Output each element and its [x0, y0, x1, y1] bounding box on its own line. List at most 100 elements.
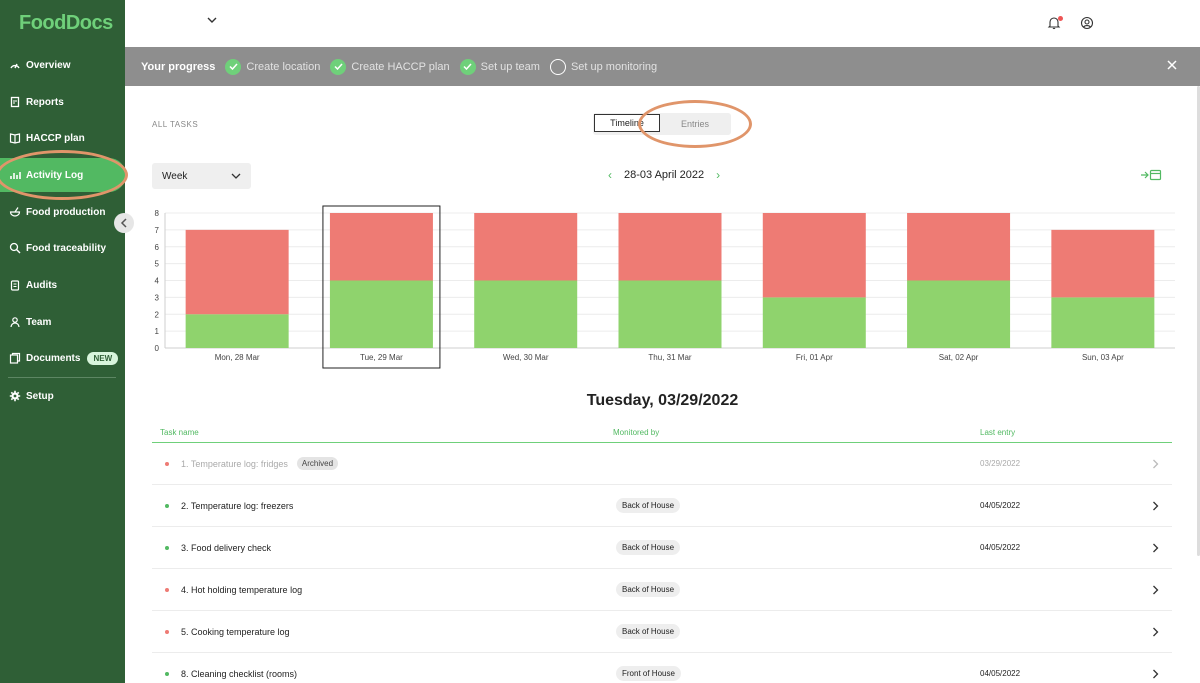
progress-step-label: Set up team: [480, 60, 540, 73]
clipboard-icon: [9, 279, 21, 291]
chevron-left-icon: [120, 218, 127, 228]
bar-segment[interactable]: [762, 213, 866, 298]
task-name-text: 1. Temperature log: fridges: [181, 458, 288, 469]
app-logo[interactable]: FoodDocs: [19, 12, 113, 34]
task-name-text: 4. Hot holding temperature log: [181, 584, 303, 595]
chevron-right-icon[interactable]: [1152, 543, 1159, 553]
y-tick-label: 5: [155, 260, 160, 269]
table-row[interactable]: 3. Food delivery check Back of House 04/05…: [152, 527, 1172, 569]
view-toggle: Timeline Entries: [593, 113, 731, 135]
x-tick-label: Fri, 01 Apr: [796, 353, 833, 362]
progress-step[interactable]: Create location: [225, 58, 321, 75]
sidebar-item-label: Team: [26, 316, 52, 328]
sidebar-item-label: Documents: [26, 352, 81, 364]
close-icon[interactable]: [1166, 59, 1178, 71]
next-week-button[interactable]: ›: [716, 168, 721, 182]
sidebar-item-label: Audits: [26, 279, 58, 291]
progress-step-label: Set up monitoring: [570, 60, 658, 73]
task-name-text: 3. Food delivery check: [181, 542, 272, 553]
table-row[interactable]: 8. Cleaning checklist (rooms) Front of Ho…: [152, 653, 1172, 683]
progress-step[interactable]: Create HACCP plan: [330, 58, 450, 75]
chevron-right-icon[interactable]: [1152, 627, 1159, 637]
sidebar-item-label: Activity Log: [26, 169, 84, 181]
bar-segment[interactable]: [474, 280, 578, 349]
sidebar-item-label: Reports: [26, 96, 64, 108]
table-row[interactable]: 1. Temperature log: fridges Archived 03/29…: [152, 443, 1172, 485]
bar-segment[interactable]: [329, 213, 433, 281]
bar-segment[interactable]: [1051, 229, 1155, 298]
gear-icon: [9, 390, 21, 402]
collapse-sidebar-button[interactable]: [114, 213, 134, 233]
sidebar-item-audits[interactable]: Audits: [0, 268, 125, 302]
sidebar-item-label: Overview: [26, 59, 71, 71]
period-select-value: Week: [162, 170, 188, 182]
progress-step[interactable]: Set up team: [459, 58, 540, 75]
bar-segment[interactable]: [618, 280, 722, 349]
scrollbar[interactable]: [1197, 86, 1200, 556]
progress-step-label: Create location: [246, 60, 321, 73]
sidebar-item-haccp-plan[interactable]: HACCP plan: [0, 121, 125, 155]
bar-segment[interactable]: [1051, 297, 1155, 348]
task-name: 2. Temperature log: freezers: [181, 501, 293, 511]
previous-week-button[interactable]: ‹: [608, 168, 612, 182]
timeline-toggle-button[interactable]: Timeline: [594, 114, 660, 132]
bar-segment[interactable]: [329, 280, 433, 349]
header-last-entry: Last entry: [980, 428, 1016, 437]
progress-step[interactable]: Set up monitoring: [549, 58, 658, 75]
bar-segment[interactable]: [907, 213, 1011, 281]
chart-icon: [9, 169, 21, 181]
bar-segment[interactable]: [185, 229, 289, 315]
chevron-right-icon[interactable]: [1152, 501, 1159, 511]
search-icon: [9, 242, 21, 254]
person-icon: [9, 316, 21, 328]
sidebar-item-reports[interactable]: Reports: [0, 85, 125, 119]
top-bar: [125, 0, 1200, 47]
sidebar-item-activity-log[interactable]: Activity Log: [0, 158, 126, 192]
sidebar-item-team[interactable]: Team: [0, 305, 125, 339]
table-row[interactable]: 4. Hot holding temperature log Back of Ho…: [152, 569, 1172, 611]
sidebar-item-food-traceability[interactable]: Food traceability: [0, 231, 125, 265]
activity-chart: 0 1 2 3 4 5 6 7 8 Mon, 28 Mar Tue, 29 Mar Wed, 30 M…: [155, 205, 1175, 369]
user-profile-icon[interactable]: [1080, 16, 1094, 30]
period-select[interactable]: Week: [152, 163, 251, 189]
monitored-by-tag: Back of House: [616, 540, 681, 555]
y-tick-label: 4: [155, 277, 160, 286]
bar-segment[interactable]: [907, 280, 1011, 349]
sidebar-item-setup[interactable]: Setup: [0, 379, 125, 413]
bar-segment[interactable]: [618, 213, 722, 281]
task-name: 4. Hot holding temperature log: [181, 585, 302, 595]
table-body: 1. Temperature log: fridges Archived 03/29…: [152, 443, 1172, 683]
progress-banner: Your progress Create location Create HACC…: [125, 47, 1200, 86]
date-navigator: ‹ 28-03 April 2022 ›: [596, 168, 732, 182]
go-to-today-calendar-icon[interactable]: [1140, 169, 1162, 181]
task-name: 3. Food delivery check: [181, 543, 271, 553]
table-row[interactable]: 5. Cooking temperature log Back of House: [152, 611, 1172, 653]
bar-segment[interactable]: [474, 213, 578, 281]
x-tick-label: Wed, 30 Mar: [503, 353, 549, 362]
entries-toggle-button[interactable]: Entries: [680, 119, 709, 129]
monitored-by-tag: Back of House: [616, 582, 681, 597]
bell-icon[interactable]: [1047, 16, 1061, 30]
bar-segment[interactable]: [762, 297, 866, 348]
status-dot: [165, 461, 169, 466]
chevron-right-icon[interactable]: [1152, 585, 1159, 595]
chevron-right-icon[interactable]: [1152, 459, 1159, 469]
monitored-by-tag: Back of House: [616, 624, 681, 639]
selected-day-outline: [322, 205, 441, 369]
bar-segment[interactable]: [185, 314, 289, 348]
task-name: 1. Temperature log: fridges Archived: [181, 457, 339, 470]
empty-circle-icon: [549, 58, 566, 75]
task-name: 8. Cleaning checklist (rooms): [181, 669, 297, 679]
sidebar-item-documents[interactable]: Documents NEW: [0, 341, 125, 375]
x-tick-label: Sun, 03 Apr: [1082, 353, 1124, 362]
chevron-right-icon[interactable]: [1152, 669, 1159, 679]
sidebar-item-food-production[interactable]: Food production: [0, 195, 125, 229]
sidebar-item-overview[interactable]: Overview: [0, 48, 125, 82]
table-row[interactable]: 2. Temperature log: freezers Back of Hous…: [152, 485, 1172, 527]
report-icon: [9, 96, 21, 108]
new-badge: NEW: [87, 351, 119, 365]
location-dropdown-chevron-icon[interactable]: [207, 16, 217, 24]
status-dot: [165, 671, 169, 676]
status-dot: [165, 629, 169, 634]
monitored-by-tag: Back of House: [616, 498, 681, 513]
